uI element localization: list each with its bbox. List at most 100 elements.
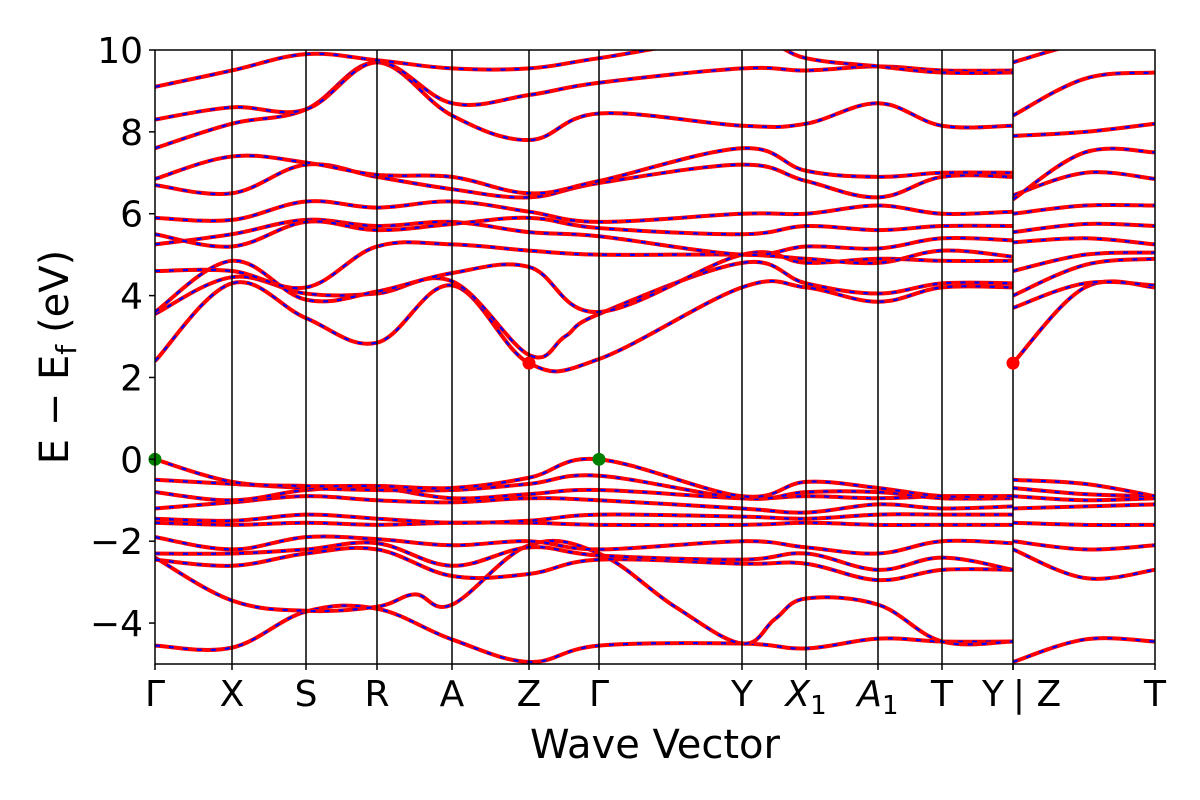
band-overlay-28 (1012, 237, 1155, 246)
band-overlay-1 (1012, 637, 1155, 663)
band-overlay-15 (155, 474, 1014, 500)
band-line-8 (155, 520, 1013, 528)
y-axis-label-main: E − E (32, 355, 78, 465)
band-line-7 (1012, 539, 1155, 552)
x-tick-label-text-2: S (295, 674, 318, 715)
x-tick-label-sub-9: 1 (882, 691, 899, 721)
band-overlay-21 (155, 260, 1014, 359)
band-overlay-6 (155, 535, 1014, 555)
band-line-0 (155, 603, 1014, 664)
x-tick-label-text-10: T (930, 674, 954, 715)
y-axis-label-subscript: f (50, 344, 83, 355)
band-line-31 (155, 199, 1014, 224)
band-overlay-41 (155, 50, 1014, 88)
markers-layer (148, 356, 1020, 466)
y-tick-label-5: 6 (120, 195, 143, 236)
band-line-39 (155, 60, 1014, 122)
band-overlay-18 (1012, 478, 1155, 498)
x-tick-label-sub-8: 1 (810, 691, 827, 721)
x-tick-label-prefix-12: | (1013, 674, 1037, 715)
band-overlay-33 (155, 163, 1014, 199)
band-overlay-9 (1012, 521, 1155, 527)
x-tick-label-text-8: X (783, 674, 811, 715)
x-tick-label-0: Γ (145, 674, 165, 715)
band-overlay-26 (1012, 251, 1155, 273)
band-overlay-31 (155, 199, 1014, 224)
x-tick-label-3: R (364, 674, 389, 715)
band-line-42 (1012, 50, 1062, 65)
band-overlay-14 (1012, 495, 1155, 502)
x-tick-label-2: S (295, 674, 318, 715)
y-tick-label-2: 0 (120, 440, 143, 481)
band-overlay-24 (1012, 257, 1155, 297)
x-tick-label-12: | Z (1013, 674, 1061, 715)
x-tick-label-9: A1 (855, 674, 898, 721)
y-axis-label-unit: (eV) (32, 250, 78, 333)
x-tick-label-text-7: Y (730, 674, 754, 715)
band-overlay-22 (1012, 280, 1155, 309)
band-overlay-2 (155, 539, 1014, 646)
band-overlay-16 (1012, 486, 1155, 498)
marker-cbm-1 (1006, 356, 1020, 370)
band-line-11 (155, 494, 1014, 515)
band-overlay-39 (155, 61, 1014, 121)
band-overlay-40 (1012, 71, 1155, 117)
y-tick-label-3: 2 (120, 358, 143, 399)
x-tick-label-13: T (1143, 674, 1167, 715)
x-tick-label-11: Y (981, 674, 1005, 715)
band-overlay-4 (1012, 548, 1155, 580)
x-tick-label-text-6: Γ (589, 674, 609, 715)
x-tick-label-text-1: X (220, 674, 245, 715)
band-overlay-36 (1012, 147, 1155, 201)
band-line-29 (155, 215, 1014, 249)
band-overlay-7 (1012, 540, 1155, 551)
x-tick-label-8: X1 (783, 674, 826, 721)
marker-vbm-1 (592, 452, 606, 466)
bands-layer (155, 50, 1155, 664)
x-tick-label-10: T (930, 674, 954, 715)
band-overlay-30 (1012, 222, 1155, 234)
band-line-20 (1011, 279, 1155, 365)
band-overlay-32 (1012, 203, 1155, 215)
x-tick-label-text-0: Γ (145, 674, 165, 715)
kpoint-lines-layer (231, 50, 1014, 664)
band-line-37 (155, 60, 1014, 151)
plot-frame (154, 49, 1156, 665)
x-tick-label-text-4: A (440, 674, 465, 715)
x-tick-label-6: Γ (589, 674, 609, 715)
marker-cbm-0 (522, 356, 536, 370)
band-line-1 (1012, 636, 1155, 664)
x-axis-label: Wave Vector (530, 722, 781, 768)
x-tick-label-1: X (220, 674, 245, 715)
x-tick-label-text-3: R (364, 674, 389, 715)
x-tick-label-text-11: Y (981, 674, 1005, 715)
band-overlay-0 (155, 604, 1014, 664)
band-overlay-25 (155, 241, 1014, 290)
band-line-38 (1012, 121, 1155, 138)
y-axis-label: E − Ef (eV) (32, 250, 83, 465)
x-tick-label-text-12: Z (1036, 674, 1061, 715)
x-tick-label-7: Y (730, 674, 754, 715)
band-overlay-42 (1012, 50, 1059, 64)
band-overlay-38 (1012, 122, 1155, 138)
band-line-41 (155, 50, 1014, 89)
x-tick-label-text-13: T (1143, 674, 1167, 715)
band-overlay-20 (1012, 280, 1155, 364)
y-tick-label-7: 10 (97, 31, 143, 72)
y-tick-label-4: 4 (120, 277, 143, 318)
x-tick-label-4: A (440, 674, 465, 715)
y-ticks-layer: −4 −2 0 2 4 6 8 10 (90, 31, 155, 645)
y-tick-label-1: −2 (90, 522, 143, 563)
band-overlay-27 (155, 218, 1014, 257)
x-tick-label-text-9: A (855, 674, 882, 715)
band-line-40 (1012, 70, 1155, 118)
band-line-33 (155, 162, 1014, 200)
x-tick-label-text-5: Z (517, 674, 542, 715)
band-line-3 (155, 545, 1014, 583)
y-tick-label-0: −4 (90, 604, 143, 645)
band-line-10 (155, 512, 1013, 525)
band-overlay-13 (155, 486, 1014, 502)
x-tick-label-5: Z (517, 674, 542, 715)
